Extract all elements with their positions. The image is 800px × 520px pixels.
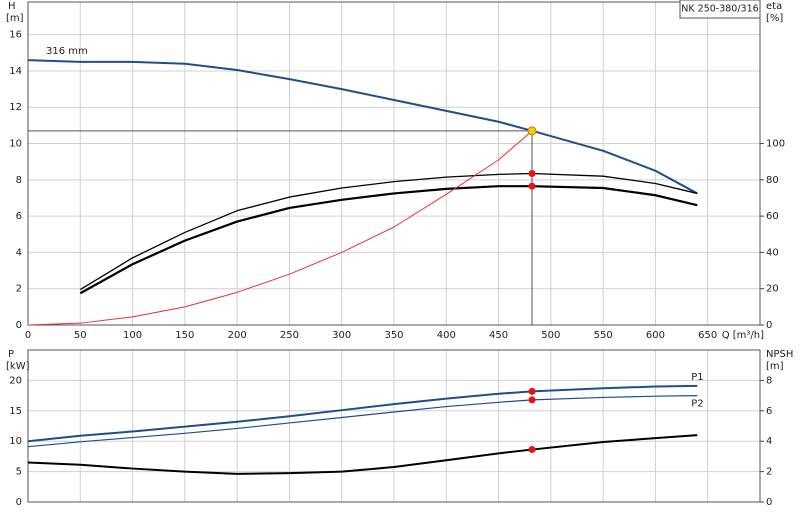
y-axis-unit: [m] — [6, 13, 24, 24]
x-tick-label: 250 — [280, 330, 299, 341]
y-tick-label: 2 — [16, 284, 22, 295]
x-tick-label: 600 — [646, 330, 665, 341]
x-tick-label: 300 — [332, 330, 351, 341]
y2-tick-label: 0 — [766, 320, 772, 331]
y2-axis-title: eta — [766, 1, 782, 12]
operating-point — [528, 396, 536, 404]
y2-tick-label: 40 — [766, 247, 779, 258]
x-tick-label: 50 — [74, 330, 87, 341]
y2-tick-label: 100 — [766, 139, 785, 150]
y-tick-label: 4 — [16, 247, 22, 258]
x-tick-label: 650 — [698, 330, 717, 341]
y2-tick-label: 4 — [766, 436, 772, 447]
x-tick-label: 550 — [594, 330, 613, 341]
operating-point — [528, 169, 536, 177]
x-axis-title: Q [m³/h] — [722, 330, 764, 341]
x-tick-label: 400 — [437, 330, 456, 341]
y-tick-label: 12 — [9, 102, 22, 113]
y2-axis-unit: [%] — [766, 13, 783, 24]
y2-axis-title: NPSH — [766, 349, 793, 360]
y2-tick-label: 20 — [766, 284, 779, 295]
title-box — [679, 0, 761, 19]
series-label: 316 mm — [46, 46, 88, 57]
operating-point — [528, 446, 536, 454]
y-tick-label: 10 — [9, 436, 22, 447]
x-tick-label: 0 — [25, 330, 31, 341]
y2-tick-label: 60 — [766, 211, 779, 222]
y-axis-title: H — [8, 1, 16, 12]
y-tick-label: 10 — [9, 139, 22, 150]
y-tick-label: 8 — [16, 175, 22, 186]
y2-tick-label: 6 — [766, 406, 772, 417]
curve — [27, 434, 698, 475]
y-tick-label: 16 — [9, 30, 22, 41]
chart-title: NK 250-380/316 — [681, 4, 758, 15]
y-tick-label: 14 — [9, 66, 22, 77]
y-tick-label: 6 — [16, 211, 22, 222]
curve — [27, 395, 698, 448]
y-tick-label: 0 — [16, 497, 22, 508]
operating-point — [528, 182, 536, 190]
y2-tick-label: 8 — [766, 375, 772, 386]
y2-tick-label: 80 — [766, 175, 779, 186]
curve — [27, 384, 698, 443]
curve — [79, 172, 698, 291]
curve — [27, 59, 698, 195]
plot-frame — [27, 349, 761, 503]
x-tick-label: 100 — [123, 330, 142, 341]
x-tick-label: 450 — [489, 330, 508, 341]
curve — [79, 185, 698, 295]
y2-tick-label: 0 — [766, 497, 772, 508]
x-tick-label: 150 — [175, 330, 194, 341]
curve — [27, 130, 533, 326]
series-label: P1 — [691, 372, 703, 383]
y-tick-label: 15 — [9, 406, 22, 417]
operating-point — [527, 126, 537, 136]
x-tick-label: 350 — [384, 330, 403, 341]
operating-point — [528, 387, 536, 395]
y-tick-label: 20 — [9, 375, 22, 386]
plot-frame — [27, 1, 761, 326]
y-tick-label: 5 — [16, 467, 22, 478]
x-tick-label: 500 — [541, 330, 560, 341]
series-label: P2 — [691, 399, 703, 410]
y-axis-title: P — [8, 349, 14, 360]
y-axis-unit: [kW] — [6, 361, 30, 372]
y-tick-label: 0 — [16, 320, 22, 331]
y2-tick-label: 2 — [766, 467, 772, 478]
x-tick-label: 200 — [228, 330, 247, 341]
y2-axis-unit: [m] — [766, 361, 784, 372]
